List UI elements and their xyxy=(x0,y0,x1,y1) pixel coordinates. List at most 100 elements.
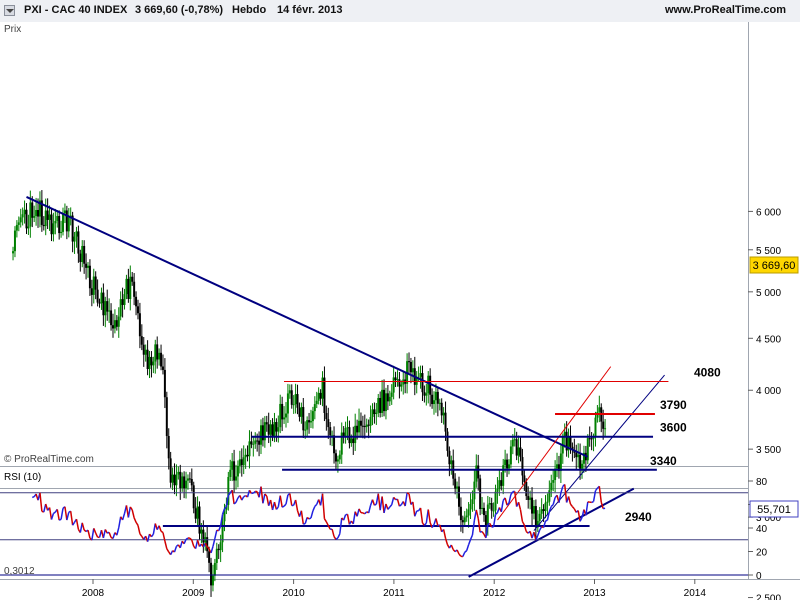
rsi-segment xyxy=(158,525,162,532)
candle-body xyxy=(236,465,239,477)
rsi-segment xyxy=(275,506,279,510)
candle-body xyxy=(354,425,357,444)
candle-body xyxy=(31,202,34,218)
candle-body xyxy=(461,520,464,523)
rsi-segment xyxy=(310,510,314,519)
candle-body xyxy=(477,465,480,479)
candle-body xyxy=(571,446,574,450)
candle-body xyxy=(62,213,65,232)
rsi-segment xyxy=(225,495,230,507)
rsi-segment xyxy=(241,496,245,501)
candle-body xyxy=(469,504,472,510)
candle-body xyxy=(104,301,107,316)
trendlines: 4080 3790 3600 3340 2940 xyxy=(26,196,721,578)
rsi-tick-label-4: 0 xyxy=(756,571,762,582)
rsi-segment xyxy=(431,524,435,529)
candle-body xyxy=(552,480,555,483)
rsi-segment xyxy=(485,524,489,538)
candle-body xyxy=(242,457,245,466)
candle-body xyxy=(136,306,139,314)
candle-body xyxy=(281,403,284,420)
candle-body xyxy=(92,276,95,295)
candle-body xyxy=(29,202,32,227)
rsi-segment xyxy=(39,492,43,512)
collapse-icon[interactable] xyxy=(4,5,15,16)
rsi-segment xyxy=(206,546,210,550)
candle-body xyxy=(582,452,585,464)
rsi-segment xyxy=(52,511,56,515)
rsi-segment xyxy=(504,497,508,506)
candle-body xyxy=(83,245,86,264)
candle-body xyxy=(450,460,453,465)
rsi-segment xyxy=(427,509,431,523)
candle-body xyxy=(133,281,136,297)
candle-body xyxy=(235,476,238,481)
rsi-segment xyxy=(150,533,154,538)
rsi-segment xyxy=(285,494,289,505)
candle-body xyxy=(540,509,543,514)
price-tick-label-5: 3 500 xyxy=(756,445,781,456)
rsi-segment xyxy=(598,486,602,503)
rsi-segment xyxy=(545,519,548,522)
rsi-value-badge xyxy=(749,500,799,518)
rsi-segment xyxy=(300,510,305,525)
candle-body xyxy=(129,276,132,299)
rsi-segment xyxy=(160,530,164,534)
rsi-segment xyxy=(406,492,410,495)
timeframe: Hebdo xyxy=(232,4,267,16)
candle-body xyxy=(371,409,374,418)
candle-body xyxy=(238,459,241,466)
rsi-segment xyxy=(517,501,522,511)
candle-body xyxy=(356,425,359,433)
candle-body xyxy=(542,509,545,512)
candle-body xyxy=(511,439,514,447)
rsi-segment xyxy=(223,505,227,510)
candle-body xyxy=(336,459,339,462)
candle-body xyxy=(384,393,387,412)
candle-body xyxy=(19,217,22,223)
candle-body xyxy=(559,453,562,472)
candle-body xyxy=(396,379,399,381)
candle-body xyxy=(292,404,295,406)
candle-body xyxy=(67,217,70,232)
candle-body xyxy=(563,431,566,438)
rsi-segment xyxy=(281,505,285,508)
rsi-segment xyxy=(183,539,187,545)
quote-date: 14 févr. 2013 xyxy=(277,4,343,16)
candle-body xyxy=(302,407,305,431)
rsi-segment xyxy=(116,527,120,536)
candle-body xyxy=(536,520,539,528)
rsi-segment xyxy=(146,533,151,542)
rsi-segment xyxy=(212,538,216,547)
candle-body xyxy=(252,443,255,445)
rsi-segment xyxy=(262,493,266,504)
rsi-segment xyxy=(260,486,264,504)
candle-body xyxy=(244,454,247,458)
candle-body xyxy=(519,447,522,458)
candle-body xyxy=(556,464,559,469)
candle-body xyxy=(96,289,99,303)
candle-body xyxy=(202,529,205,543)
price-tick-label-4: 4 000 xyxy=(756,386,781,397)
candle-body xyxy=(261,425,264,441)
candle-body xyxy=(375,412,378,415)
copyright-label: © ProRealTime.com xyxy=(4,454,94,465)
rsi-tick-label-3: 20 xyxy=(756,548,768,559)
site-url[interactable]: www.ProRealTime.com xyxy=(665,4,787,16)
candle-body xyxy=(390,392,393,397)
candle-body xyxy=(144,349,147,355)
rsi-segment xyxy=(577,510,581,522)
rsi-segment xyxy=(519,509,524,522)
candle-body xyxy=(346,427,349,429)
rsi-segment xyxy=(560,486,564,494)
candle-body xyxy=(604,428,607,430)
candle-body xyxy=(85,263,88,268)
candle-body xyxy=(206,537,209,552)
rsi-segment xyxy=(465,544,470,551)
rsi-segment xyxy=(356,508,360,517)
rsi-segment xyxy=(246,490,251,498)
candle-body xyxy=(488,503,491,505)
rsi-segment xyxy=(166,548,170,553)
candle-body xyxy=(271,424,274,437)
instrument-name: PXI - CAC 40 INDEX xyxy=(24,4,128,16)
